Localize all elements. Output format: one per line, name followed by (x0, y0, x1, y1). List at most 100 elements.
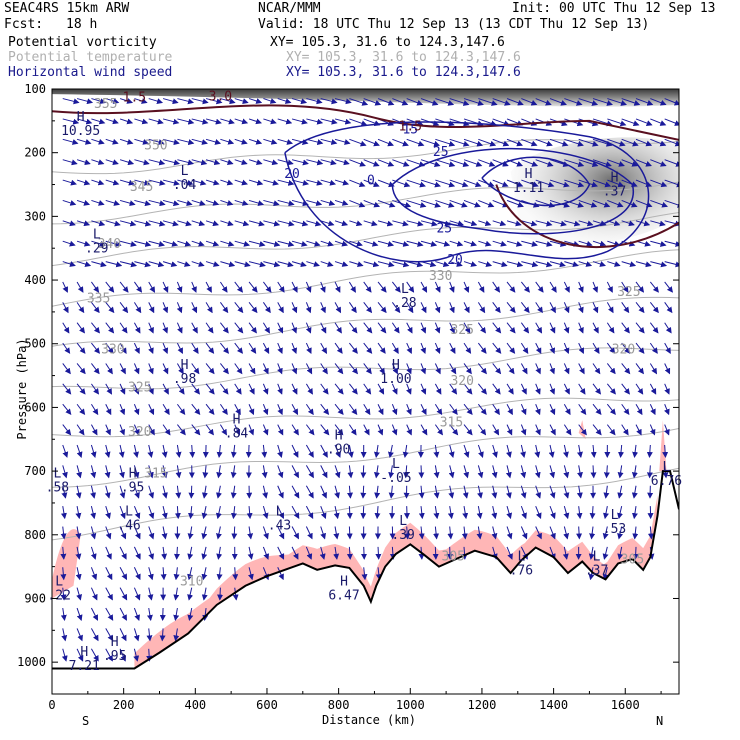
wind-vector (262, 546, 270, 560)
wind-vector (176, 342, 183, 354)
wind-vector (173, 546, 180, 560)
wind-vector (91, 322, 101, 334)
wind-vector (549, 159, 570, 167)
wind-vector (664, 240, 679, 247)
wind-vector (220, 261, 236, 268)
wind-vector (76, 261, 92, 267)
wind-vector (664, 98, 679, 106)
wind-vector (578, 424, 587, 436)
wind-vector (662, 444, 669, 458)
wind-vector (220, 199, 234, 206)
wind-vector (148, 546, 155, 560)
wind-vector (535, 383, 541, 395)
wind-vector (420, 98, 439, 106)
wind-vector (191, 424, 201, 436)
wind-vector (578, 98, 599, 106)
wind-vector (320, 281, 326, 293)
wind-vector (588, 567, 595, 581)
wind-vector (277, 342, 283, 355)
wind-vector (148, 383, 154, 395)
wind-vector (320, 179, 337, 186)
wind-vector (230, 485, 237, 499)
extremum-value: .58 (46, 480, 69, 495)
wind-vector (418, 506, 425, 520)
wind-vector (406, 363, 412, 375)
wind-vector (62, 342, 71, 354)
wind-vector (62, 322, 70, 334)
wind-vector (205, 118, 222, 125)
wind-vector (334, 485, 340, 499)
wind-vector (119, 546, 127, 560)
theta-label: 320 (128, 425, 151, 440)
wind-vector (578, 281, 584, 293)
wind-vector (104, 485, 111, 499)
wind-vector (406, 302, 414, 314)
wind-vector (621, 159, 639, 167)
wind-vector (492, 159, 509, 167)
wind-vector (75, 506, 82, 520)
wind-vector (334, 281, 341, 293)
wind-vector (664, 404, 670, 416)
wind-vector (334, 322, 342, 334)
wind-vector (191, 179, 207, 186)
wind-vector (463, 322, 471, 334)
wind-vector (162, 342, 169, 355)
wind-vector (391, 322, 400, 334)
wind-vector (564, 98, 583, 106)
wind-vector (563, 444, 569, 458)
wind-vector (248, 199, 265, 206)
wind-vector (603, 465, 610, 479)
wind-vector (91, 240, 106, 247)
pv-contour-label: 3.0 (209, 89, 232, 104)
wind-vector (564, 179, 585, 188)
wind-vector (90, 628, 99, 642)
wind-vector (603, 506, 609, 520)
theta-label: 310 (180, 575, 203, 590)
wind-vector (406, 199, 427, 208)
wind-vector (262, 424, 269, 436)
wind-vector (434, 342, 441, 355)
wind-vector (148, 404, 155, 416)
wind-vector (277, 118, 293, 125)
wind-vector (363, 302, 373, 314)
wind-vector (535, 281, 544, 293)
wind-vector (205, 261, 220, 267)
wind-vector (320, 363, 328, 375)
wind-vector (90, 506, 97, 520)
wind-vector (133, 302, 142, 314)
pv-shading-left (52, 529, 81, 599)
wind-vector (478, 261, 493, 267)
wind-vector (62, 240, 76, 247)
extremum-marker: L (517, 549, 525, 564)
extremum-value: .37 (585, 563, 608, 578)
wind-vector (432, 546, 439, 560)
wind-vector (263, 118, 277, 125)
wind-vector (363, 159, 380, 167)
wind-vector (549, 302, 556, 314)
wind-vector (262, 383, 269, 395)
wind-vector (277, 302, 284, 314)
wind-vector (219, 403, 228, 416)
wind-vector (377, 240, 395, 247)
wind-vector (306, 159, 324, 166)
wind-vector (461, 546, 468, 560)
wind-vector (564, 240, 580, 247)
wind-vector (134, 159, 150, 166)
extremum-value: 1.11 (513, 181, 544, 196)
wind-vector (563, 465, 570, 479)
wind-vector (621, 220, 635, 227)
wind-vector (291, 383, 298, 395)
wind-vector (105, 199, 121, 206)
wind-vector (392, 159, 410, 167)
extremum-value: 6.47 (328, 589, 359, 604)
theta-label: 330 (101, 342, 124, 357)
wind-vector (162, 98, 179, 105)
wind-vector (377, 342, 386, 354)
pv-contour-label: 1.5 (123, 91, 146, 106)
wind-vector (187, 546, 194, 560)
wind-vector (520, 302, 530, 314)
wind-vector (305, 281, 312, 293)
wind-vector (105, 240, 122, 247)
wind-vector (563, 322, 570, 334)
wind-vector (90, 465, 97, 479)
